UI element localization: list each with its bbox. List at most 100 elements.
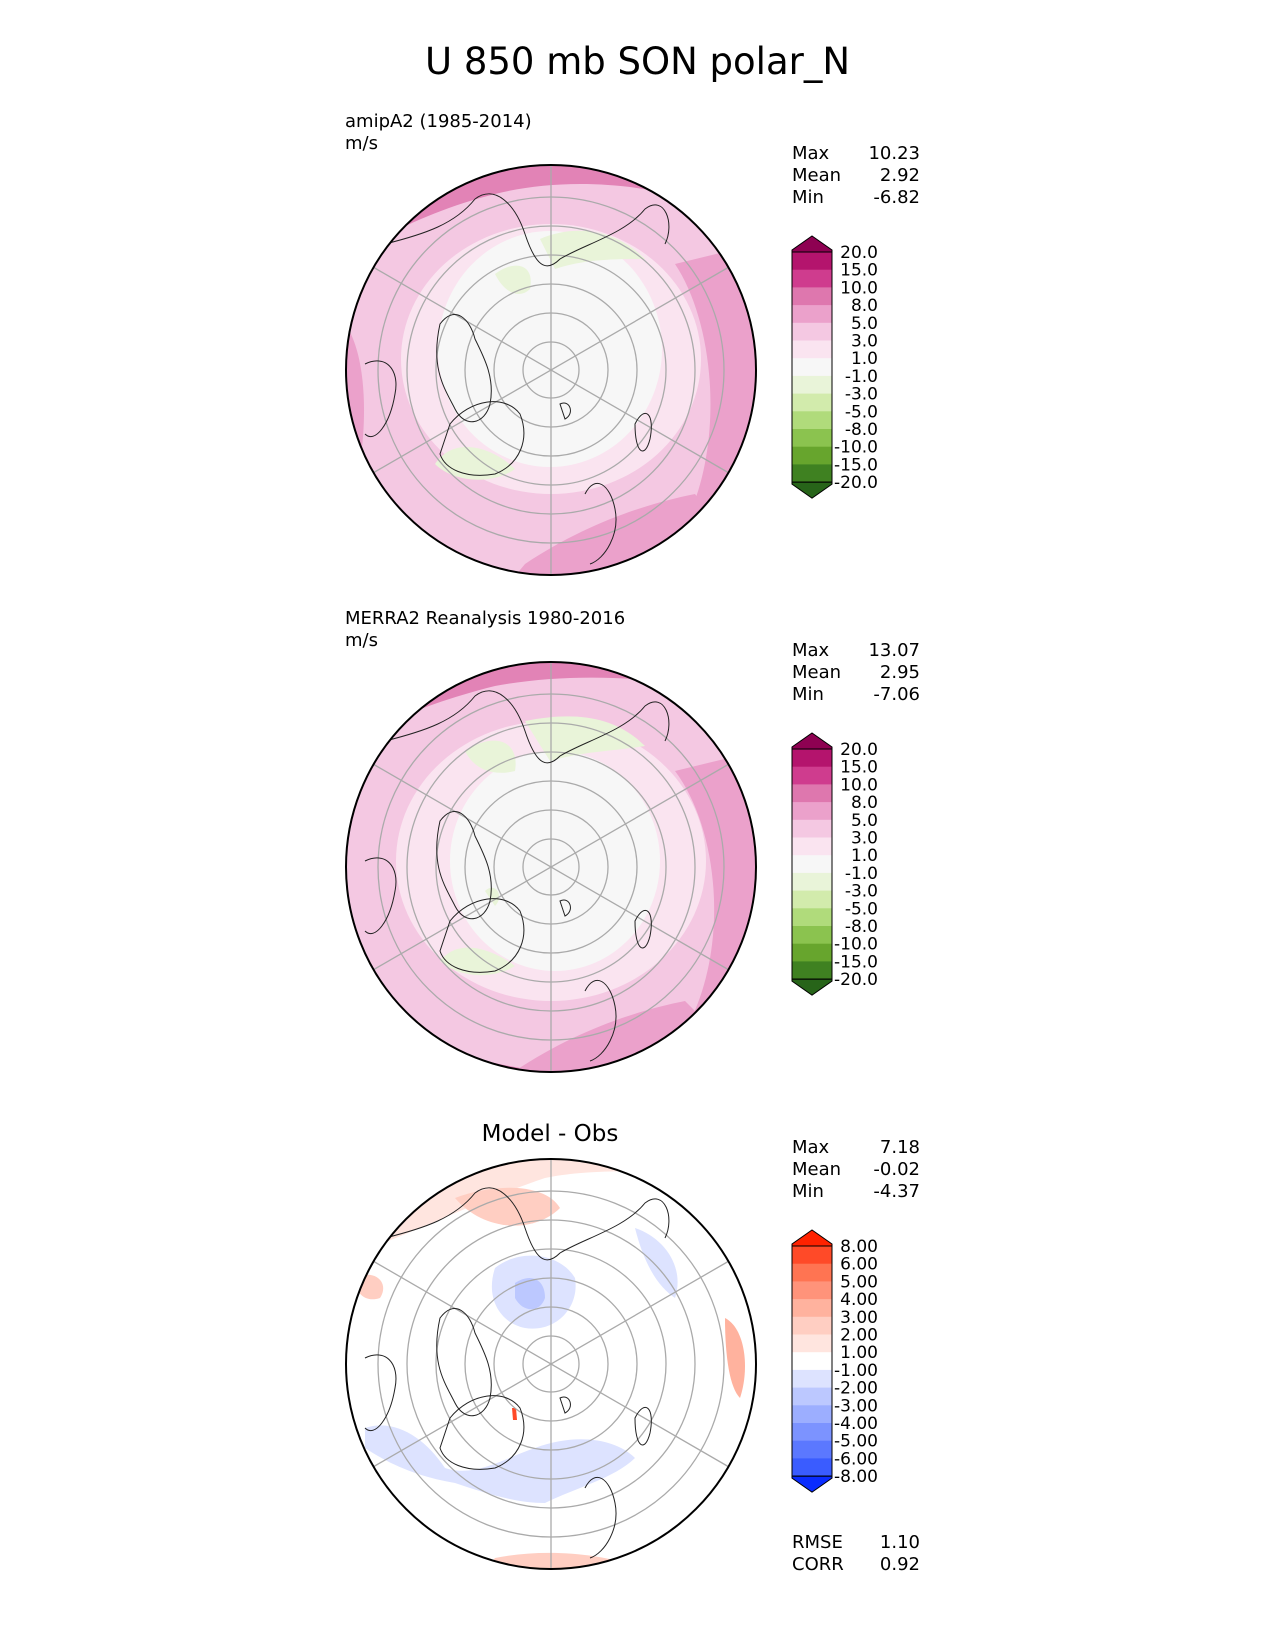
colorbar-outline bbox=[791, 251, 833, 483]
obs-map-boundary bbox=[345, 661, 757, 1073]
mean-label: Mean bbox=[792, 165, 842, 186]
colorbar-swatch bbox=[792, 855, 832, 874]
min-value: -4.37 bbox=[873, 1181, 920, 1202]
colorbar-tick-label: -3.0 bbox=[845, 385, 878, 405]
colorbar-tick-label: 1.0 bbox=[851, 846, 878, 866]
diff-metrics: RMSE 1.10 CORR 0.92 bbox=[792, 1532, 920, 1576]
colorbar-swatch bbox=[792, 1352, 832, 1371]
min-label: Min bbox=[792, 187, 824, 208]
max-label: Max bbox=[792, 640, 830, 661]
colorbar-outline bbox=[791, 1245, 833, 1477]
model-graticule bbox=[372, 165, 730, 575]
diff-colorbar: 8.006.005.004.003.002.001.00-1.00-2.00-3… bbox=[791, 1229, 878, 1493]
colorbar-tick-label: -8.00 bbox=[834, 1467, 878, 1487]
obs-panel-header: MERRA2 Reanalysis 1980-2016 m/s bbox=[345, 608, 625, 652]
colorbar-tick-label: 5.0 bbox=[851, 811, 878, 831]
diff-colorbar-swatches bbox=[791, 1229, 833, 1493]
colorbar-swatch bbox=[792, 908, 832, 927]
colorbar-tick-label: 15.0 bbox=[840, 758, 878, 778]
colorbar-tick-label: -1.00 bbox=[834, 1361, 878, 1381]
model-stats: Max 10.23 Mean 2.92 Min -6.82 bbox=[792, 143, 920, 209]
diff-panel-title: Model - Obs bbox=[481, 1121, 619, 1147]
mean-value: 2.92 bbox=[879, 165, 920, 186]
colorbar-swatch bbox=[792, 749, 832, 768]
colorbar-swatch bbox=[792, 429, 832, 448]
colorbar-tick-label: -10.0 bbox=[834, 438, 878, 458]
colorbar-tick-label: -1.0 bbox=[845, 864, 878, 884]
colorbar-swatch bbox=[792, 1405, 832, 1424]
colorbar-swatch bbox=[792, 802, 832, 821]
colorbar-swatch bbox=[792, 322, 832, 341]
colorbar-swatch bbox=[792, 1334, 832, 1353]
colorbar-tick-label: -3.0 bbox=[845, 882, 878, 902]
colorbar-extend-max bbox=[791, 732, 833, 750]
colorbar-swatch bbox=[792, 1387, 832, 1406]
colorbar-tick-label: 3.0 bbox=[851, 829, 878, 849]
colorbar-swatch bbox=[792, 784, 832, 803]
colorbar-tick-label: -15.0 bbox=[834, 952, 878, 972]
colorbar-tick-label: 8.0 bbox=[851, 296, 878, 316]
colorbar-tick-label: -3.00 bbox=[834, 1396, 878, 1416]
colorbar-swatch bbox=[792, 1440, 832, 1459]
colorbar-swatch bbox=[792, 411, 832, 430]
colorbar-tick-label: -5.0 bbox=[845, 402, 878, 422]
colorbar-tick-label: -15.0 bbox=[834, 455, 878, 475]
min-value: -6.82 bbox=[873, 187, 920, 208]
colorbar-tick-label: 10.0 bbox=[840, 278, 878, 298]
colorbar-extend-min bbox=[791, 1475, 833, 1493]
obs-graticule bbox=[372, 662, 730, 1072]
model-colorbar-labels: 20.015.010.08.05.03.01.0-1.0-3.0-5.0-8.0… bbox=[834, 243, 878, 493]
colorbar-extend-max bbox=[791, 235, 833, 253]
colorbar-swatch bbox=[792, 269, 832, 288]
model-panel-header: amipA2 (1985-2014) m/s bbox=[345, 111, 532, 155]
model-dataset-label: amipA2 (1985-2014) bbox=[345, 111, 532, 132]
colorbar-extend-min bbox=[791, 978, 833, 996]
colorbar-tick-label: -8.0 bbox=[845, 420, 878, 440]
colorbar-swatch bbox=[792, 287, 832, 306]
colorbar-swatch bbox=[792, 837, 832, 856]
colorbar-swatch bbox=[792, 340, 832, 359]
colorbar-swatch bbox=[792, 1316, 832, 1335]
colorbar-tick-label: -6.00 bbox=[834, 1449, 878, 1469]
colorbar-tick-label: 20.0 bbox=[840, 740, 878, 760]
colorbar-swatch bbox=[792, 890, 832, 909]
diff-stats: Max 7.18 Mean -0.02 Min -4.37 bbox=[792, 1137, 920, 1203]
colorbar-tick-label: 3.00 bbox=[840, 1308, 878, 1328]
colorbar-swatch bbox=[792, 446, 832, 465]
max-label: Max bbox=[792, 143, 830, 164]
rmse-label: RMSE bbox=[792, 1532, 843, 1553]
obs-dataset-label: MERRA2 Reanalysis 1980-2016 bbox=[345, 608, 626, 629]
corr-value: 0.92 bbox=[879, 1554, 920, 1575]
colorbar-tick-label: 2.00 bbox=[840, 1326, 878, 1346]
model-colorbar-swatches bbox=[791, 235, 833, 499]
rmse-value: 1.10 bbox=[879, 1532, 920, 1553]
colorbar-tick-label: 10.0 bbox=[840, 775, 878, 795]
obs-coastlines bbox=[364, 690, 670, 1062]
colorbar-tick-label: -1.0 bbox=[845, 367, 878, 387]
colorbar-swatch bbox=[792, 1281, 832, 1300]
mean-value: 2.95 bbox=[879, 662, 920, 683]
model-colorbar: 20.015.010.08.05.03.01.0-1.0-3.0-5.0-8.0… bbox=[791, 235, 878, 499]
colorbar-swatch bbox=[792, 375, 832, 395]
diff-colorbar-labels: 8.006.005.004.003.002.001.00-1.00-2.00-3… bbox=[834, 1237, 878, 1487]
obs-polar-map bbox=[345, 661, 757, 1073]
max-value: 10.23 bbox=[868, 143, 920, 164]
diff-coastlines bbox=[364, 1187, 670, 1559]
colorbar-tick-label: 8.00 bbox=[840, 1237, 878, 1257]
max-label: Max bbox=[792, 1137, 830, 1158]
figure-title: U 850 mb SON polar_N bbox=[424, 40, 851, 83]
colorbar-tick-label: -5.00 bbox=[834, 1432, 878, 1452]
model-map-boundary bbox=[345, 164, 757, 576]
colorbar-tick-label: 8.0 bbox=[851, 793, 878, 813]
max-value: 13.07 bbox=[868, 640, 920, 661]
colorbar-tick-label: 5.0 bbox=[851, 314, 878, 334]
colorbar-swatch bbox=[792, 305, 832, 324]
colorbar-tick-label: -5.0 bbox=[845, 899, 878, 919]
colorbar-extend-min bbox=[791, 481, 833, 499]
colorbar-swatch bbox=[792, 943, 832, 962]
colorbar-tick-label: 3.0 bbox=[851, 332, 878, 352]
colorbar-tick-label: 20.0 bbox=[840, 243, 878, 263]
colorbar-swatch bbox=[792, 1369, 832, 1389]
colorbar-tick-label: -10.0 bbox=[834, 935, 878, 955]
colorbar-swatch bbox=[792, 926, 832, 945]
